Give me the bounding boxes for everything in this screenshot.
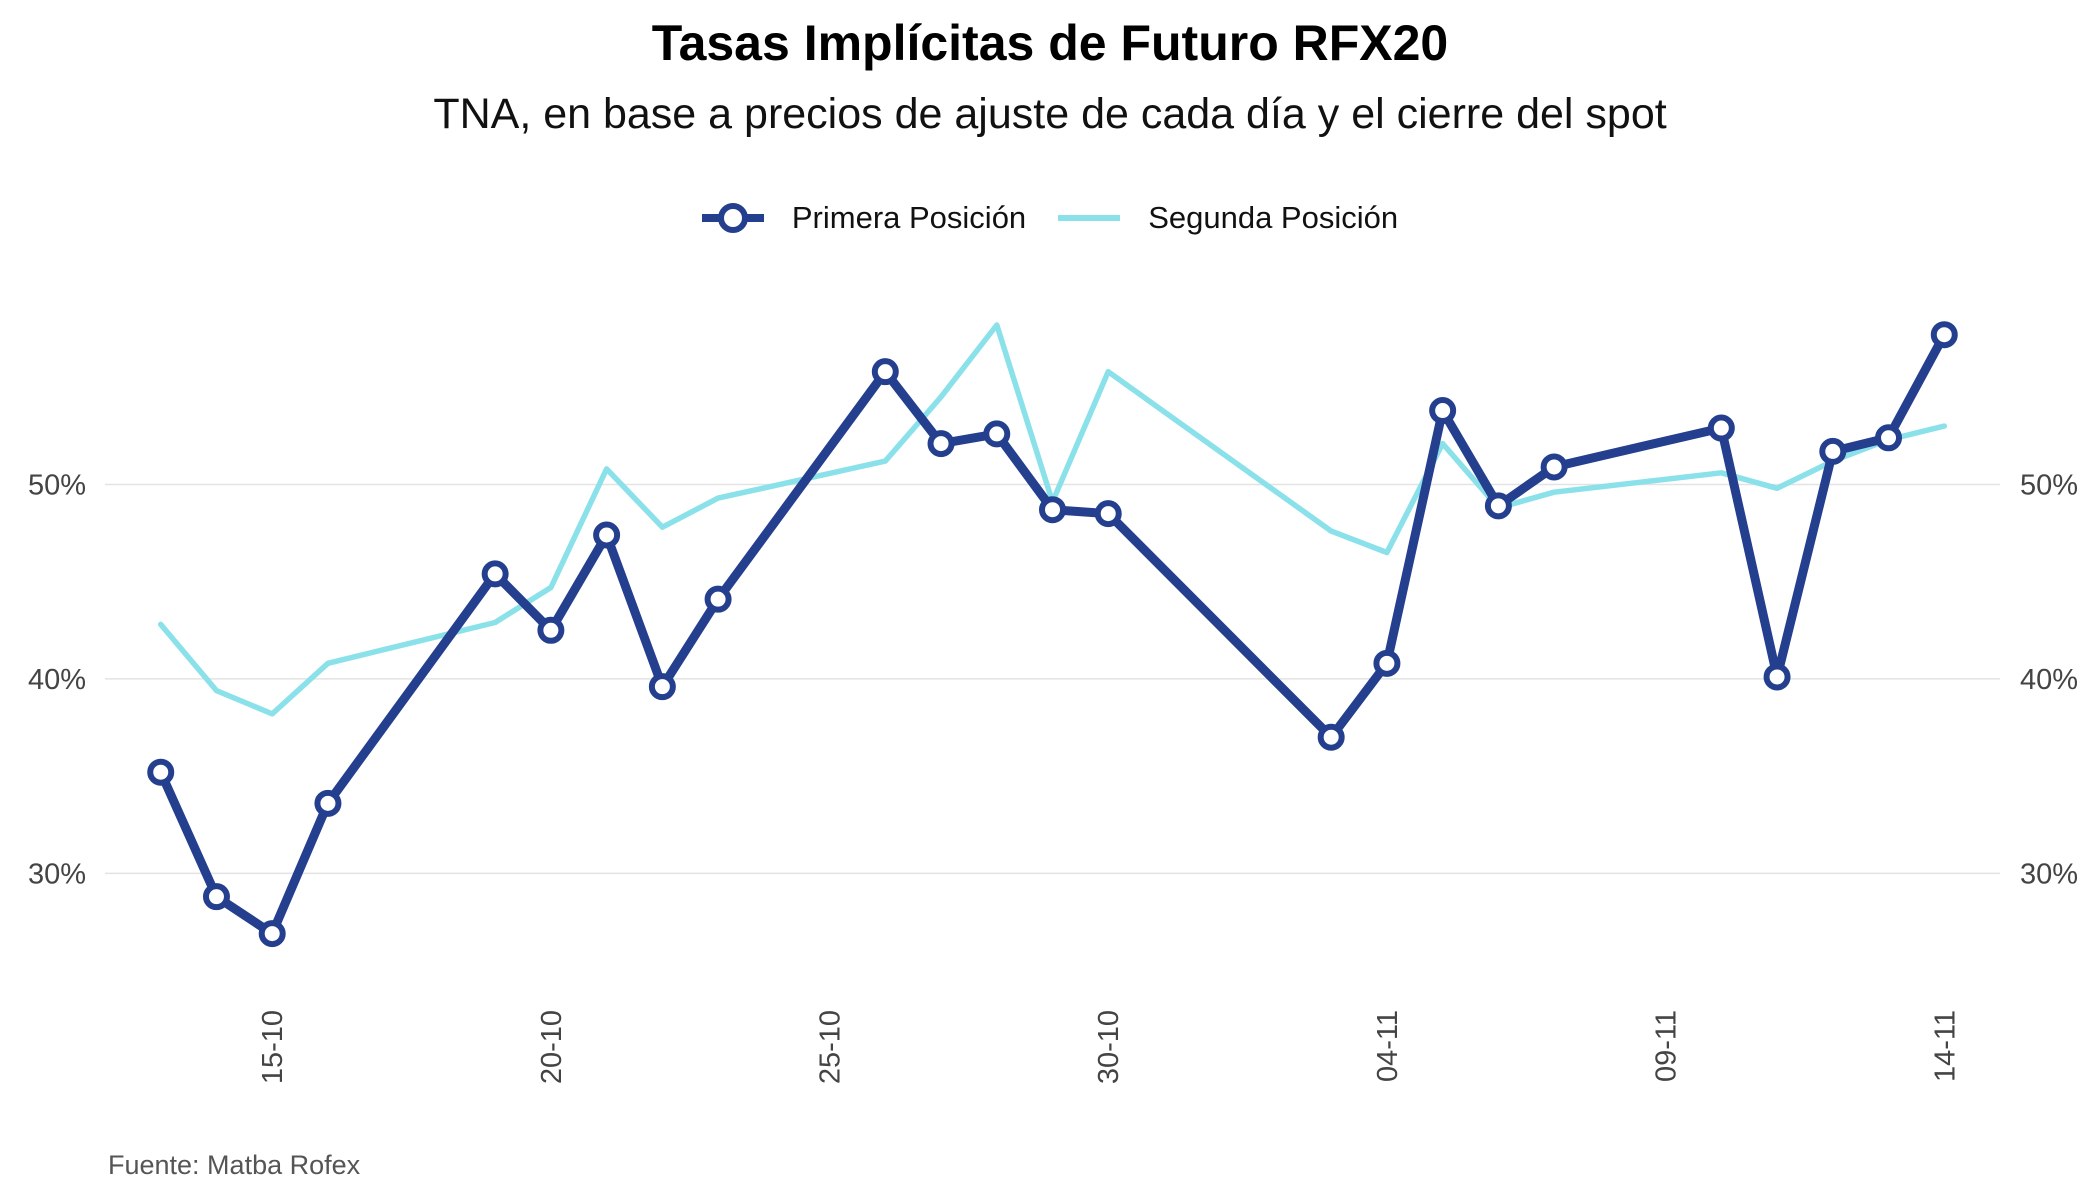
legend-item-segunda: Segunda Posición bbox=[1058, 198, 1398, 238]
data-point-primera bbox=[537, 616, 565, 644]
series-line-primera bbox=[156, 330, 1949, 939]
x-tick-label: 15-10 bbox=[257, 1010, 289, 1084]
data-point-primera bbox=[1763, 663, 1791, 691]
legend-key-primera bbox=[701, 203, 764, 233]
y-tick-label-right: 50% bbox=[2020, 469, 2078, 501]
data-point-primera bbox=[1039, 496, 1066, 524]
y-tick-label-right: 40% bbox=[2020, 664, 2078, 696]
data-point-primera bbox=[871, 358, 899, 386]
data-point-primera bbox=[481, 560, 509, 588]
data-point-primera bbox=[1540, 453, 1568, 481]
data-point-primera bbox=[1373, 649, 1401, 677]
x-tick-label: 04-11 bbox=[1372, 1010, 1404, 1082]
data-point-primera bbox=[258, 920, 286, 948]
legend-label-segunda: Segunda Posición bbox=[1148, 200, 1399, 235]
data-point-primera bbox=[1484, 492, 1512, 520]
data-point-primera bbox=[202, 883, 230, 911]
data-point-primera bbox=[1875, 424, 1903, 452]
y-tick-label-left: 30% bbox=[28, 858, 86, 890]
x-tick-label: 14-11 bbox=[1929, 1010, 1961, 1082]
data-point-primera bbox=[1930, 321, 1958, 349]
data-point-primera bbox=[927, 430, 955, 458]
data-point-primera bbox=[593, 521, 621, 549]
data-point-primera bbox=[314, 789, 342, 817]
x-tick-label: 09-11 bbox=[1651, 1010, 1683, 1082]
legend-key-segunda bbox=[1058, 215, 1121, 221]
data-point-primera bbox=[147, 758, 175, 786]
data-point-primera bbox=[1429, 397, 1457, 425]
data-point-primera bbox=[704, 585, 732, 613]
data-point-primera bbox=[1094, 500, 1122, 528]
y-tick-label-left: 40% bbox=[28, 664, 86, 696]
data-point-primera bbox=[1707, 414, 1735, 442]
x-tick-label: 30-10 bbox=[1093, 1010, 1125, 1084]
legend-label-primera: Primera Posición bbox=[791, 200, 1027, 235]
data-point-primera bbox=[983, 420, 1011, 448]
y-tick-label-right: 30% bbox=[2020, 858, 2078, 890]
chart-subtitle: TNA, en base a precios de ajuste de cada… bbox=[433, 90, 1667, 138]
legend-item-primera: Primera Posición bbox=[701, 198, 1027, 238]
chart-caption: Fuente: Matba Rofex bbox=[108, 1150, 361, 1180]
chart-legend: Primera Posición Segunda Posición bbox=[0, 198, 2100, 238]
data-point-primera bbox=[1819, 437, 1847, 465]
x-tick-label: 25-10 bbox=[815, 1010, 847, 1084]
y-tick-label-left: 50% bbox=[28, 469, 86, 501]
x-tick-label: 20-10 bbox=[536, 1010, 568, 1084]
chart-title: Tasas Implícitas de Futuro RFX20 bbox=[651, 15, 1449, 71]
data-point-primera bbox=[1317, 723, 1345, 751]
data-point-primera bbox=[648, 673, 676, 701]
